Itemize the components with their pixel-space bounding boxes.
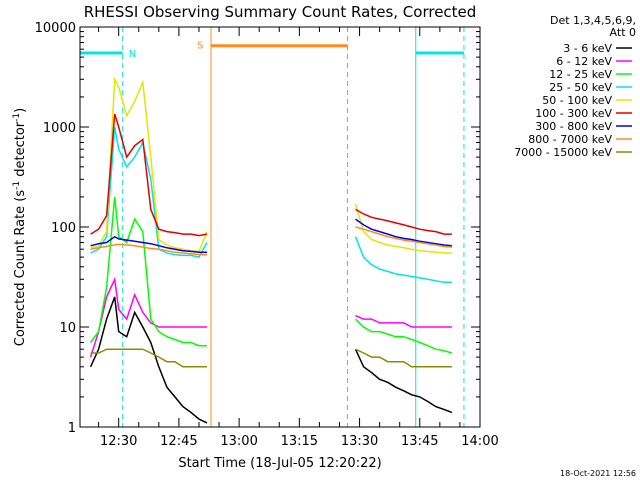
series-1-segment-0	[89, 276, 207, 358]
x-axis-label: Start Time (18-Jul-05 12:20:22)	[178, 456, 381, 471]
chart-title: RHESSI Observing Summary Count Rates, Co…	[84, 3, 477, 21]
eclipse-marker-label: N	[129, 49, 136, 60]
legend-label-5: 100 - 300 keV	[535, 107, 612, 120]
series-3-segment-0	[90, 126, 208, 258]
y-tick-label-0: 1	[68, 421, 76, 436]
series-4-segment-1	[354, 203, 452, 254]
legend-header-line-2: Att 0	[610, 26, 636, 39]
legend-header-line-1: Det 1,3,4,5,6,9,	[550, 14, 636, 27]
series-7-segment-1	[355, 226, 452, 248]
x-tick-label-1: 12:45	[160, 434, 197, 449]
series-8-segment-0	[90, 348, 207, 368]
footer-date: 18-Oct-2021 12:56	[560, 469, 636, 478]
legend-label-8: 7000 - 15000 keV	[514, 146, 612, 159]
x-tick-label-4: 13:30	[341, 434, 378, 449]
y-axis-label: Corrected Count Rate (s-1 detector-1)	[12, 108, 28, 346]
x-tick-label-3: 13:15	[281, 434, 318, 449]
legend-label-3: 25 - 50 keV	[549, 81, 612, 94]
y-tick-label-1: 10	[59, 321, 76, 336]
series-7-segment-0	[90, 243, 207, 256]
series-2-segment-0	[89, 196, 207, 347]
x-tick-label-0: 12:30	[100, 434, 137, 449]
series-3-segment-1	[354, 236, 452, 284]
x-tick-label-2: 13:00	[220, 434, 257, 449]
time-interval-annotations: NS	[79, 27, 465, 427]
series-6-segment-0	[90, 235, 207, 253]
series-0-segment-1	[354, 348, 453, 414]
legend-label-1: 6 - 12 keV	[556, 55, 612, 68]
series-0-segment-0	[89, 296, 208, 424]
series-5-segment-1	[355, 208, 452, 235]
legend-label-4: 50 - 100 keV	[542, 94, 612, 107]
saa-marker-label: S	[197, 41, 203, 52]
x-tick-label-5: 13:45	[401, 434, 438, 449]
y-tick-label-3: 1000	[43, 121, 76, 136]
legend-label-7: 800 - 7000 keV	[528, 133, 612, 146]
legend-label-6: 300 - 800 keV	[535, 120, 612, 133]
legend-label-0: 3 - 6 keV	[563, 42, 612, 55]
series-5-segment-0	[90, 113, 208, 237]
legend-label-2: 12 - 25 keV	[549, 68, 612, 81]
series-8-segment-1	[355, 348, 452, 368]
series-1-segment-1	[355, 314, 452, 328]
x-tick-label-6: 14:00	[461, 434, 498, 449]
y-tick-label-2: 100	[51, 221, 76, 236]
y-tick-label-4: 10000	[35, 21, 76, 36]
x-axis: 12:30 12:45 13:00 13:15 13:30 13:45 14:00	[98, 27, 499, 449]
series-2-segment-1	[354, 318, 453, 354]
y-axis: 1 10 100 1000 10000	[35, 21, 480, 436]
series-lines	[89, 76, 453, 424]
series-6-segment-1	[355, 218, 452, 247]
